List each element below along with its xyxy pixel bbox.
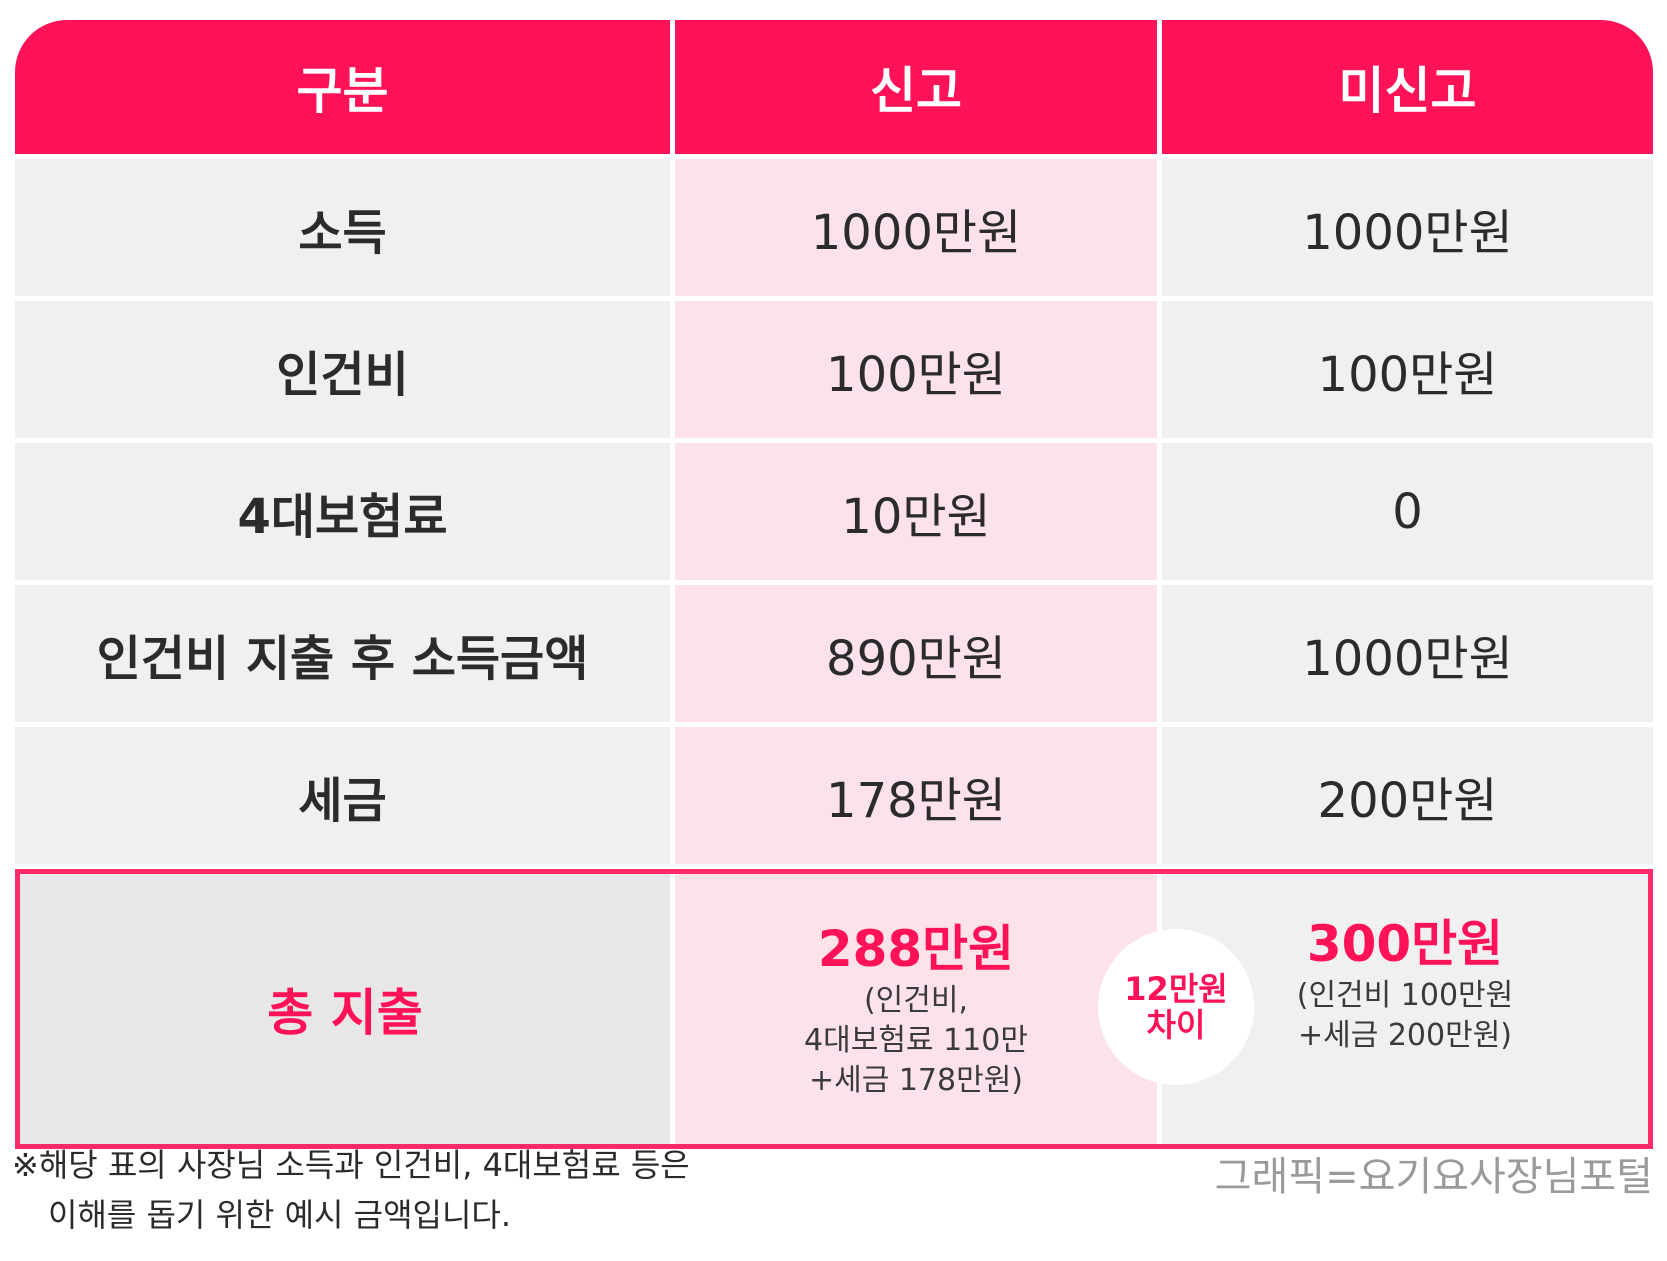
table-row: 인건비 지출 후 소득금액 890만원 1000만원	[15, 580, 1653, 722]
table-row: 4대보험료 10만원 0	[15, 438, 1653, 580]
unreported-value: 0	[1162, 443, 1653, 580]
total-reported-note-line: +세금 178만원)	[808, 1063, 1024, 1098]
total-reported-note-line: (인건비,	[863, 983, 969, 1018]
unreported-value: 1000만원	[1162, 585, 1653, 722]
reported-value: 1000만원	[675, 159, 1162, 296]
total-label: 총 지출	[20, 874, 675, 1144]
total-unreported-note-line: +세금 200만원)	[1297, 1018, 1513, 1053]
header-reported: 신고	[675, 20, 1162, 154]
total-reported-amount: 288만원	[817, 920, 1015, 978]
unreported-value: 100만원	[1162, 301, 1653, 438]
reported-value: 10만원	[675, 443, 1162, 580]
unreported-value: 200만원	[1162, 727, 1653, 864]
total-unreported-note-line: (인건비 100만원	[1296, 978, 1514, 1013]
header-category: 구분	[15, 20, 675, 154]
graphic-credit: 그래픽=요기요사장님포털	[1214, 1154, 1653, 1200]
difference-amount: 12만원	[1124, 970, 1228, 1008]
table-header: 구분 신고 미신고	[15, 20, 1653, 154]
unreported-value: 1000만원	[1162, 159, 1653, 296]
footnote: ※해당 표의 사장님 소득과 인건비, 4대보험료 등은 이해를 돕기 위한 예…	[12, 1140, 690, 1240]
difference-label: 차이	[1146, 1006, 1206, 1044]
row-label: 인건비 지출 후 소득금액	[15, 585, 675, 722]
table-row: 소득 1000만원 1000만원	[15, 154, 1653, 296]
row-label: 인건비	[15, 301, 675, 438]
row-label: 세금	[15, 727, 675, 864]
total-reported: 288만원 (인건비, 4대보험료 110만 +세금 178만원)	[675, 874, 1162, 1144]
row-label: 소득	[15, 159, 675, 296]
difference-badge: 12만원 차이	[1098, 929, 1254, 1085]
row-label: 4대보험료	[15, 443, 675, 580]
total-reported-note-line: 4대보험료 110만	[804, 1023, 1028, 1058]
header-unreported: 미신고	[1338, 62, 1477, 120]
reported-value: 890만원	[675, 585, 1162, 722]
reported-value: 178만원	[675, 727, 1162, 864]
table-row: 세금 178만원 200만원	[15, 722, 1653, 864]
total-unreported-amount: 300만원	[1306, 915, 1504, 973]
footnote-line: ※해당 표의 사장님 소득과 인건비, 4대보험료 등은	[12, 1146, 690, 1184]
footnote-line: 이해를 돕기 위한 예시 금액입니다.	[48, 1196, 512, 1234]
table-row: 인건비 100만원 100만원	[15, 296, 1653, 438]
reported-value: 100만원	[675, 301, 1162, 438]
comparison-table: 구분 신고 미신고 소득 1000만원 1000만원 인건비 100만원 100…	[15, 20, 1653, 1149]
total-row: 총 지출 288만원 (인건비, 4대보험료 110만 +세금 178만원) 3…	[15, 869, 1653, 1149]
